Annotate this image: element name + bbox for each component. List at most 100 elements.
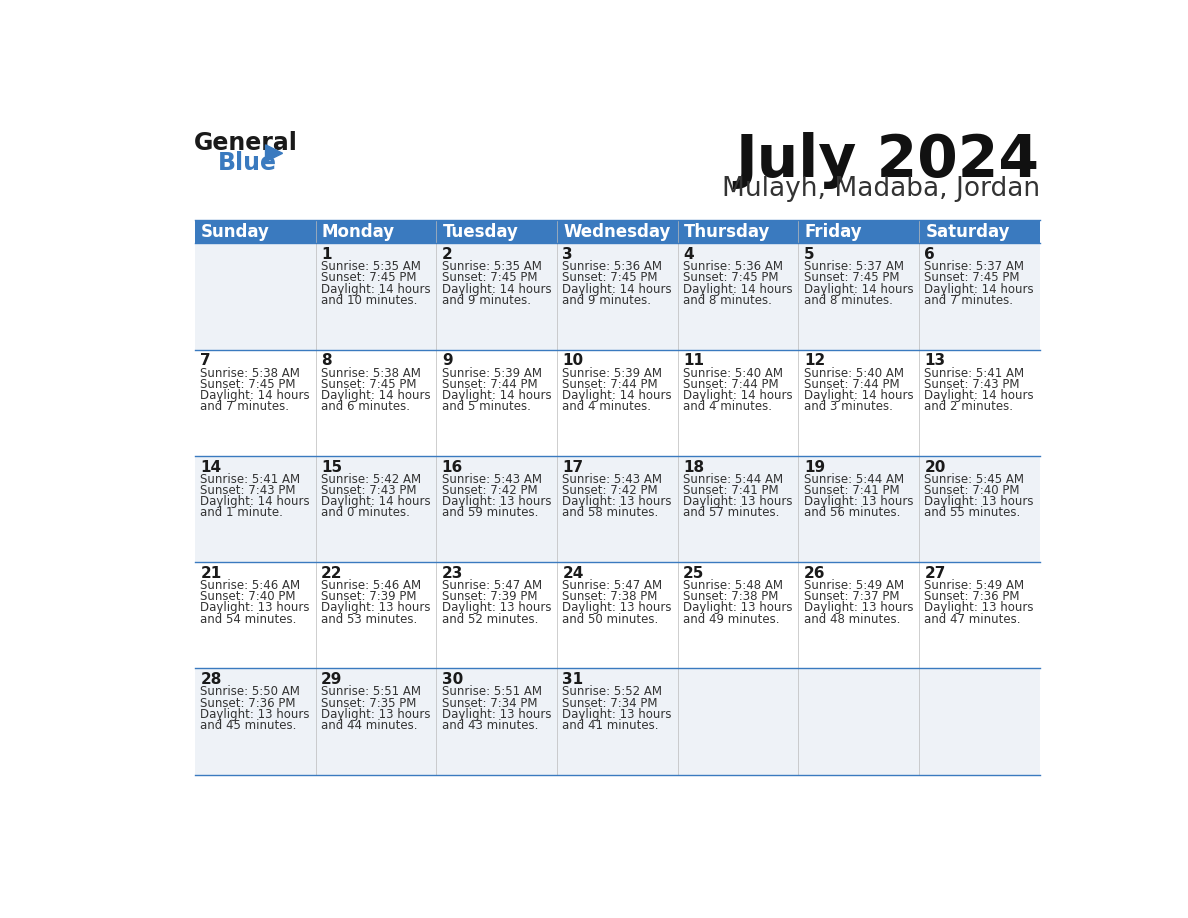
Text: 5: 5 xyxy=(804,247,815,263)
Text: Sunrise: 5:44 AM: Sunrise: 5:44 AM xyxy=(804,473,904,486)
Text: Daylight: 14 hours: Daylight: 14 hours xyxy=(201,389,310,402)
Polygon shape xyxy=(266,145,283,162)
Text: Blue: Blue xyxy=(219,151,277,175)
Text: and 4 minutes.: and 4 minutes. xyxy=(683,400,772,413)
Bar xyxy=(195,668,1040,775)
Text: and 47 minutes.: and 47 minutes. xyxy=(924,612,1020,625)
Text: 8: 8 xyxy=(321,353,331,368)
Text: and 5 minutes.: and 5 minutes. xyxy=(442,400,531,413)
Bar xyxy=(195,220,316,243)
Text: Daylight: 14 hours: Daylight: 14 hours xyxy=(442,283,551,296)
Text: Sunrise: 5:38 AM: Sunrise: 5:38 AM xyxy=(321,366,421,379)
Text: and 1 minute.: and 1 minute. xyxy=(201,507,283,520)
Text: Daylight: 13 hours: Daylight: 13 hours xyxy=(442,708,551,721)
Text: Daylight: 13 hours: Daylight: 13 hours xyxy=(201,601,310,614)
Text: 4: 4 xyxy=(683,247,694,263)
Text: Daylight: 13 hours: Daylight: 13 hours xyxy=(562,708,672,721)
Text: and 44 minutes.: and 44 minutes. xyxy=(321,719,418,732)
Text: Sunday: Sunday xyxy=(201,223,270,241)
Text: Monday: Monday xyxy=(322,223,394,241)
Text: Sunrise: 5:39 AM: Sunrise: 5:39 AM xyxy=(442,366,542,379)
Text: Daylight: 14 hours: Daylight: 14 hours xyxy=(442,389,551,402)
Text: Daylight: 14 hours: Daylight: 14 hours xyxy=(683,283,792,296)
Text: Sunrise: 5:36 AM: Sunrise: 5:36 AM xyxy=(683,261,783,274)
Text: Sunset: 7:35 PM: Sunset: 7:35 PM xyxy=(321,697,417,710)
Text: and 52 minutes.: and 52 minutes. xyxy=(442,612,538,625)
Text: and 48 minutes.: and 48 minutes. xyxy=(804,612,901,625)
Text: Sunrise: 5:40 AM: Sunrise: 5:40 AM xyxy=(804,366,904,379)
Text: and 4 minutes.: and 4 minutes. xyxy=(562,400,651,413)
Text: Sunset: 7:45 PM: Sunset: 7:45 PM xyxy=(321,272,417,285)
Text: 19: 19 xyxy=(804,460,824,475)
Text: Friday: Friday xyxy=(804,223,862,241)
Text: Sunrise: 5:39 AM: Sunrise: 5:39 AM xyxy=(562,366,663,379)
Text: Sunrise: 5:49 AM: Sunrise: 5:49 AM xyxy=(804,579,904,592)
Bar xyxy=(316,220,436,243)
Text: Daylight: 13 hours: Daylight: 13 hours xyxy=(924,601,1034,614)
Text: Sunset: 7:45 PM: Sunset: 7:45 PM xyxy=(562,272,658,285)
Text: 18: 18 xyxy=(683,460,704,475)
Text: Sunrise: 5:49 AM: Sunrise: 5:49 AM xyxy=(924,579,1024,592)
Text: 25: 25 xyxy=(683,566,704,581)
Text: Daylight: 14 hours: Daylight: 14 hours xyxy=(924,389,1034,402)
Text: Sunrise: 5:51 AM: Sunrise: 5:51 AM xyxy=(321,686,421,699)
Text: Sunset: 7:44 PM: Sunset: 7:44 PM xyxy=(683,377,779,391)
Text: Daylight: 14 hours: Daylight: 14 hours xyxy=(804,389,914,402)
Text: Sunrise: 5:37 AM: Sunrise: 5:37 AM xyxy=(804,261,904,274)
Text: and 0 minutes.: and 0 minutes. xyxy=(321,507,410,520)
Text: and 9 minutes.: and 9 minutes. xyxy=(562,294,651,307)
Bar xyxy=(920,220,1040,243)
Text: and 43 minutes.: and 43 minutes. xyxy=(442,719,538,732)
Text: Sunset: 7:34 PM: Sunset: 7:34 PM xyxy=(442,697,537,710)
Text: and 7 minutes.: and 7 minutes. xyxy=(201,400,290,413)
Bar xyxy=(677,220,798,243)
Text: Sunrise: 5:47 AM: Sunrise: 5:47 AM xyxy=(562,579,663,592)
Text: 10: 10 xyxy=(562,353,583,368)
Text: Sunset: 7:45 PM: Sunset: 7:45 PM xyxy=(201,377,296,391)
Text: and 9 minutes.: and 9 minutes. xyxy=(442,294,531,307)
Text: 14: 14 xyxy=(201,460,221,475)
Text: Sunset: 7:45 PM: Sunset: 7:45 PM xyxy=(442,272,537,285)
Text: Daylight: 13 hours: Daylight: 13 hours xyxy=(924,495,1034,509)
Text: Daylight: 14 hours: Daylight: 14 hours xyxy=(201,495,310,509)
Text: 28: 28 xyxy=(201,672,222,688)
Text: Sunrise: 5:46 AM: Sunrise: 5:46 AM xyxy=(321,579,422,592)
Text: Sunset: 7:43 PM: Sunset: 7:43 PM xyxy=(321,484,417,497)
Text: Daylight: 14 hours: Daylight: 14 hours xyxy=(321,495,431,509)
Text: Sunset: 7:44 PM: Sunset: 7:44 PM xyxy=(562,377,658,391)
Text: Sunset: 7:38 PM: Sunset: 7:38 PM xyxy=(562,590,658,603)
Text: Sunset: 7:43 PM: Sunset: 7:43 PM xyxy=(924,377,1020,391)
Text: Daylight: 13 hours: Daylight: 13 hours xyxy=(442,495,551,509)
Text: Sunrise: 5:41 AM: Sunrise: 5:41 AM xyxy=(924,366,1024,379)
Text: Sunrise: 5:52 AM: Sunrise: 5:52 AM xyxy=(562,686,663,699)
Text: Sunrise: 5:46 AM: Sunrise: 5:46 AM xyxy=(201,579,301,592)
Text: and 7 minutes.: and 7 minutes. xyxy=(924,294,1013,307)
Text: Sunrise: 5:43 AM: Sunrise: 5:43 AM xyxy=(562,473,663,486)
Text: 20: 20 xyxy=(924,460,946,475)
Text: Wednesday: Wednesday xyxy=(563,223,670,241)
Text: Sunset: 7:34 PM: Sunset: 7:34 PM xyxy=(562,697,658,710)
Text: 27: 27 xyxy=(924,566,946,581)
Text: and 56 minutes.: and 56 minutes. xyxy=(804,507,901,520)
Text: Sunset: 7:45 PM: Sunset: 7:45 PM xyxy=(804,272,899,285)
Text: 15: 15 xyxy=(321,460,342,475)
Text: 2: 2 xyxy=(442,247,453,263)
Text: 7: 7 xyxy=(201,353,211,368)
Bar xyxy=(557,220,677,243)
Text: Sunset: 7:36 PM: Sunset: 7:36 PM xyxy=(201,697,296,710)
Text: and 8 minutes.: and 8 minutes. xyxy=(683,294,772,307)
Text: Sunset: 7:41 PM: Sunset: 7:41 PM xyxy=(804,484,899,497)
Text: Daylight: 14 hours: Daylight: 14 hours xyxy=(562,389,672,402)
Text: and 45 minutes.: and 45 minutes. xyxy=(201,719,297,732)
Text: 9: 9 xyxy=(442,353,453,368)
Text: Daylight: 13 hours: Daylight: 13 hours xyxy=(201,708,310,721)
Bar xyxy=(195,456,1040,562)
Text: 31: 31 xyxy=(562,672,583,688)
Text: Sunset: 7:43 PM: Sunset: 7:43 PM xyxy=(201,484,296,497)
Text: Daylight: 13 hours: Daylight: 13 hours xyxy=(804,495,914,509)
Text: Sunset: 7:41 PM: Sunset: 7:41 PM xyxy=(683,484,779,497)
Text: and 41 minutes.: and 41 minutes. xyxy=(562,719,659,732)
Text: Sunset: 7:44 PM: Sunset: 7:44 PM xyxy=(804,377,899,391)
Text: Daylight: 13 hours: Daylight: 13 hours xyxy=(562,495,672,509)
Text: 24: 24 xyxy=(562,566,583,581)
